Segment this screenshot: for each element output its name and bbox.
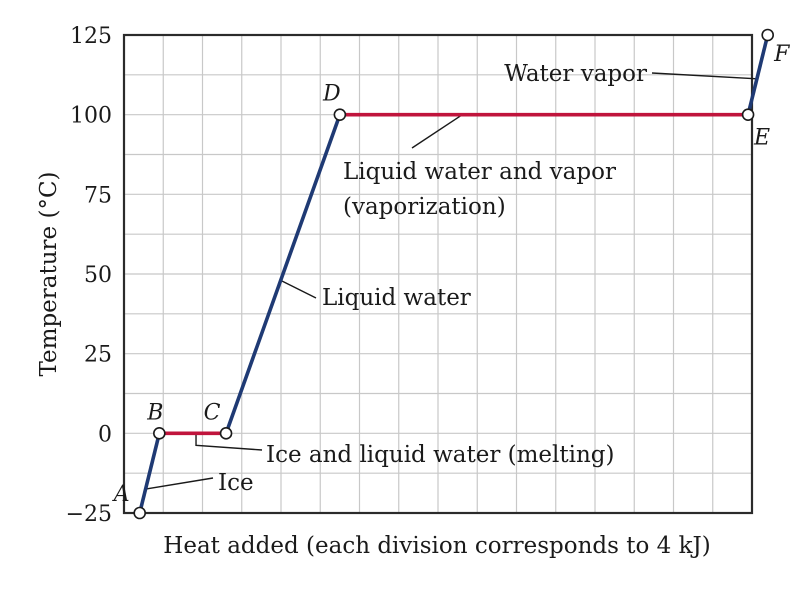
plot-frame [122, 33, 754, 515]
y-tick-label: 0 [98, 422, 112, 447]
point-B [153, 427, 166, 440]
y-tick-label: 75 [84, 183, 112, 208]
point-C [219, 427, 233, 440]
point-label-D: D [322, 82, 341, 107]
y-tick-label: 100 [70, 104, 112, 129]
y-tick-label: 25 [84, 343, 112, 368]
y-axis-label: Temperature (°C) [36, 171, 62, 376]
segment-annotations: Ice Ice and liquid water (melting) Liquid … [218, 61, 647, 496]
point-label-A: A [112, 482, 130, 507]
leader-line [280, 279, 317, 299]
point-label-C: C [204, 400, 221, 425]
leader-line [145, 477, 214, 490]
point-E [741, 108, 755, 121]
annotation-label: Liquid water and vapor [343, 159, 616, 185]
x-axis-label: Heat added (each division corresponds to… [163, 533, 710, 559]
y-tick-label: −25 [66, 502, 112, 527]
point-label-E: E [753, 126, 770, 151]
annotation-label: Ice and liquid water (melting) [266, 442, 615, 468]
leader-line [411, 114, 463, 149]
segment-EF [746, 34, 770, 116]
leader-line [651, 72, 757, 80]
segment-AB [137, 432, 162, 514]
leader-line [195, 433, 263, 451]
y-axis-ticks: −25 0 25 50 75 100 125 [66, 24, 112, 527]
point-label-F: F [773, 42, 790, 67]
point-label-B: B [146, 400, 163, 425]
annotation-leaders [145, 72, 757, 490]
point-A [133, 506, 146, 520]
point-F [761, 28, 775, 42]
segment-CD [224, 114, 342, 434]
curve-points [133, 28, 775, 520]
point-labels: A B C D E F [112, 42, 790, 507]
y-tick-label: 50 [84, 263, 112, 288]
annotation-label: Ice [218, 470, 254, 496]
annotation-label: (vaporization) [343, 194, 506, 220]
point-D [333, 108, 347, 121]
y-tick-label: 125 [70, 24, 112, 49]
curve-segments [137, 34, 770, 514]
annotation-label: Water vapor [504, 61, 647, 87]
annotation-label: Liquid water [322, 285, 471, 311]
